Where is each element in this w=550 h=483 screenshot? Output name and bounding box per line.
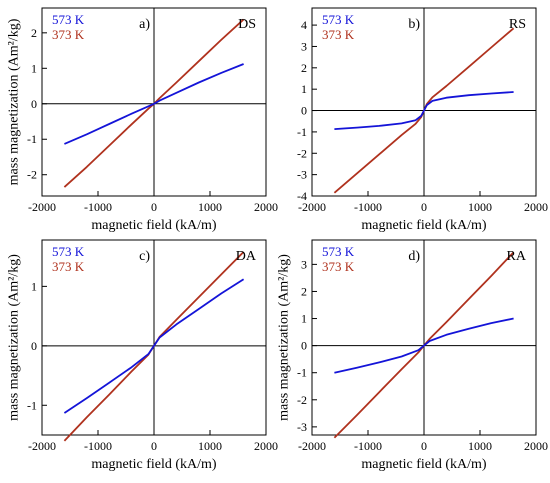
y-tick-label: 1	[301, 312, 307, 326]
panel-letter: a)	[139, 17, 150, 32]
x-tick-label: 1000	[198, 200, 222, 214]
x-tick-label: -2000	[298, 200, 326, 214]
y-tick-label: -2	[297, 146, 307, 160]
x-axis-label: magnetic field (kA/m)	[91, 457, 217, 472]
y-tick-label: -2	[297, 393, 307, 407]
legend-entry-573k: 573 K	[52, 244, 85, 259]
panel-letter: c)	[139, 249, 150, 264]
sample-code: DA	[236, 249, 257, 264]
panel-letter: d)	[408, 249, 420, 264]
x-tick-label: -1000	[84, 439, 112, 453]
series-line-573k	[63, 278, 245, 414]
legend-entry-373k: 373 K	[52, 259, 85, 274]
x-tick-label: 2000	[254, 200, 278, 214]
series-line-573k	[334, 317, 514, 374]
y-tick-label: 1	[31, 279, 37, 293]
x-tick-label: 0	[151, 200, 157, 214]
y-tick-label: 0	[301, 339, 307, 353]
x-tick-label: 2000	[524, 200, 548, 214]
y-tick-label: 0	[31, 339, 37, 353]
y-tick-label: 2	[31, 26, 37, 40]
y-tick-label: 2	[301, 284, 307, 298]
y-tick-label: -3	[297, 168, 307, 182]
panel-da: -2000 -1000 0 1000 2000 -1 0 1 magnetic field (k…	[7, 239, 278, 472]
panel-letter: b)	[408, 17, 420, 32]
sample-code: RA	[507, 249, 527, 264]
x-axis-label: magnetic field (kA/m)	[361, 218, 487, 233]
sample-code: RS	[509, 17, 526, 32]
y-tick-label: 1	[31, 61, 37, 75]
x-tick-label: -1000	[354, 200, 382, 214]
x-tick-label: 1000	[198, 439, 222, 453]
y-tick-label: -1	[297, 125, 307, 139]
x-tick-label: 1000	[468, 200, 492, 214]
x-tick-label: 1000	[468, 439, 492, 453]
sample-code: DS	[238, 17, 256, 32]
y-tick-label: 3	[301, 257, 307, 271]
y-axis-label: mass magnetization (Am²/kg)	[7, 254, 22, 421]
legend-entry-573k: 573 K	[322, 244, 355, 259]
legend-entry-573k: 573 K	[322, 12, 355, 27]
panel-rs: -2000 -1000 0 1000 2000 -4 -3 -2 -1 0 1 2 3 4 magnetic…	[297, 7, 548, 233]
x-axis-label: magnetic field (kA/m)	[91, 218, 217, 233]
x-tick-label: -2000	[28, 200, 56, 214]
panel-ds: -2000 -1000 0 1000 2000 -2 -1 0 1 2 magnetic field…	[7, 7, 278, 233]
series-line-573k	[334, 91, 514, 130]
x-tick-label: 2000	[524, 439, 548, 453]
y-tick-label: 2	[301, 61, 307, 75]
y-axis-label: mass magnetization (Am²/kg)	[7, 18, 22, 185]
y-axis-label: mass magnetization (Am²/kg)	[277, 254, 292, 421]
y-tick-label: 0	[31, 97, 37, 111]
legend-entry-373k: 373 K	[322, 259, 355, 274]
y-tick-label: 1	[301, 82, 307, 96]
panel-ra: -2000 -1000 0 1000 2000 -3 -2 -1 0 1 2 3 magnetic fi…	[277, 239, 548, 472]
y-tick-label: -1	[297, 366, 307, 380]
x-tick-label: -2000	[28, 439, 56, 453]
x-tick-label: 2000	[254, 439, 278, 453]
x-axis-label: magnetic field (kA/m)	[361, 457, 487, 472]
y-tick-label: 4	[301, 18, 307, 32]
x-tick-label: 0	[151, 439, 157, 453]
x-tick-label: -1000	[84, 200, 112, 214]
y-tick-label: 3	[301, 39, 307, 53]
legend-entry-373k: 373 K	[52, 27, 85, 42]
x-tick-label: 0	[421, 200, 427, 214]
y-tick-label: -2	[27, 168, 37, 182]
y-tick-label: -4	[297, 189, 307, 203]
legend-entry-373k: 373 K	[322, 27, 355, 42]
x-tick-label: -1000	[354, 439, 382, 453]
legend-entry-573k: 573 K	[52, 12, 85, 27]
y-tick-label: -3	[297, 420, 307, 434]
y-tick-label: -1	[27, 132, 37, 146]
x-tick-label: -2000	[298, 439, 326, 453]
x-tick-label: 0	[421, 439, 427, 453]
y-tick-label: 0	[301, 104, 307, 118]
y-tick-label: -1	[27, 398, 37, 412]
series-line-573k	[64, 63, 244, 145]
